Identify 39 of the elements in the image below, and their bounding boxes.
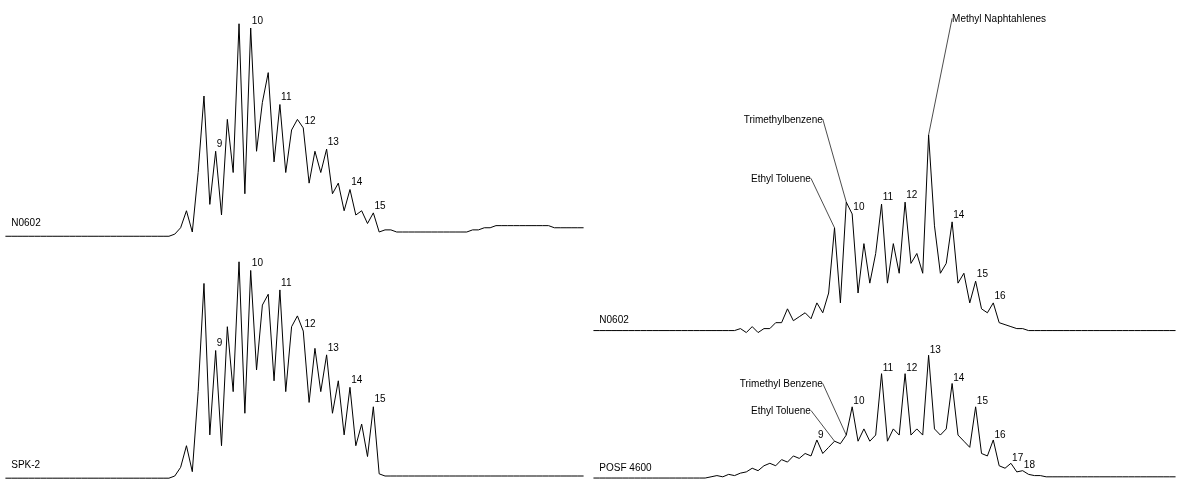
series-label: SPK-2 <box>11 458 41 470</box>
annotation: 14 <box>351 176 363 188</box>
text: Trimethylbenzene <box>743 113 824 125</box>
annotation: 16 <box>994 289 1007 301</box>
annotation: 10 <box>251 14 264 26</box>
annotation: 10 <box>251 257 264 269</box>
annotation: 17 <box>1012 451 1024 463</box>
annotation: 11 <box>281 91 292 103</box>
series-label: N0602 <box>599 313 630 325</box>
annotation: Ethyl Toluene <box>750 405 812 416</box>
annotation: 15 <box>374 393 387 405</box>
annotation: 15 <box>976 395 989 407</box>
annotation: 14 <box>351 373 363 385</box>
annotation: 9 <box>216 138 223 149</box>
annotation: 13 <box>327 341 340 353</box>
annotation: 12 <box>304 114 316 126</box>
annotation: 9 <box>818 428 825 440</box>
text: 13 <box>929 343 942 355</box>
annotation: 15 <box>976 268 989 280</box>
annotation: 9 <box>216 337 223 349</box>
annotation: 11 <box>882 191 894 203</box>
annotation: 10 <box>853 201 865 213</box>
annotation: 13 <box>327 135 340 147</box>
annotation: 12 <box>906 362 918 374</box>
annotation: 15 <box>374 199 387 211</box>
series-label: POSF 4600 <box>599 462 653 474</box>
annotation: 11 <box>281 276 292 288</box>
annotation: 10 <box>853 395 865 407</box>
annotation: 18 <box>1023 459 1036 471</box>
annotation: 14 <box>953 208 965 220</box>
annotation: Trimethyl Benzene <box>739 377 824 389</box>
annotation: 12 <box>906 189 918 201</box>
annotation: 16 <box>994 428 1007 440</box>
annotation: 14 <box>953 372 965 384</box>
annotation: 12 <box>304 317 316 329</box>
series-label: N0602 <box>11 216 42 228</box>
annotation: 11 <box>882 362 894 374</box>
text: Methyl Naphtahlenes <box>952 12 1047 24</box>
annotation: Ethyl Toluene <box>750 172 812 184</box>
